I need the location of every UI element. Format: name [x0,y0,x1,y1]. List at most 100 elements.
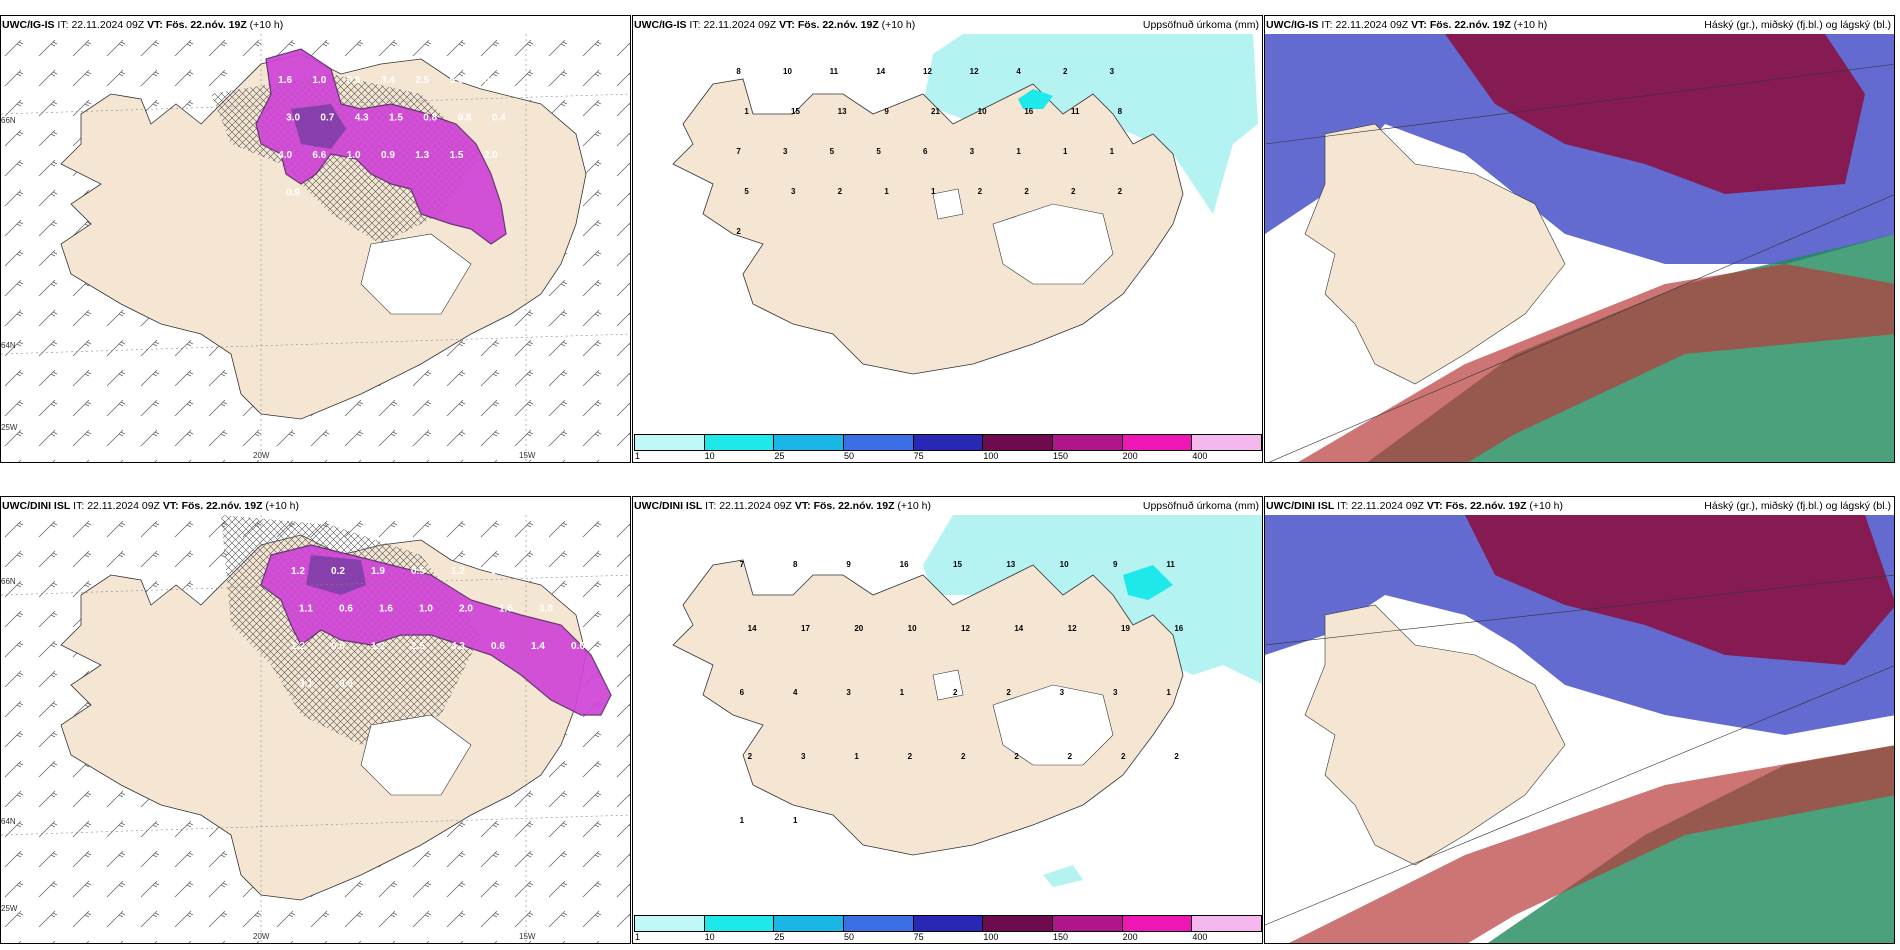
value-label: 7 [736,147,741,156]
precip-light-region [923,34,1258,214]
value-label: 3 [1113,688,1118,697]
colorbar-tick-label: 150 [1053,451,1069,461]
value-label: 12 [961,624,970,633]
lat-label: 64N [1,341,16,350]
lon-label: 20W [253,451,270,460]
colorbar-tick-label: 400 [1192,451,1208,461]
colorbar-tick-label: 50 [844,451,855,461]
value-label: 1 [1063,147,1068,156]
value-label: 11 [830,67,839,76]
colorbar-swatch [1121,434,1193,451]
value-label: 8 [793,560,798,569]
lon-label: 25W [1,423,18,432]
value-label: 2.0 [484,150,498,161]
precip-light-patch [1043,865,1083,887]
panel-accum-precip-dini: UWC/DINI ISL IT: 22.11.2024 09Z VT: Fös.… [632,496,1263,944]
value-label: 10 [908,624,917,633]
panel-title: Háský (gr.), miðský (fj.bl.) og lágský (… [1704,19,1891,31]
value-label: 3.1 [299,678,313,689]
value-label: 1 [900,688,905,697]
panel-accum-precip-ig-is: UWC/IG-IS IT: 22.11.2024 09Z VT: Fös. 22… [632,15,1263,463]
value-label: 2 [953,688,958,697]
lat-label: 66N [1,116,16,125]
value-label: 0.6 [491,641,505,652]
value-label: 1.2 [291,566,305,577]
iceland-land [672,78,1184,375]
lat-label: 64N [1,817,16,826]
map-precip-type: 1.6 1.0 0.6 3.4 2.5 5.6 0.7 3.0 0.7 4.3 1.5 0.8 0.8 0… [1,34,630,462]
precip-dark-core [291,104,346,149]
colorbar-swatch [1121,915,1193,932]
value-label: 0.4 [492,112,506,123]
value-label: 16 [1024,107,1033,116]
precip-purple-region [255,48,507,245]
value-label: 13 [838,107,847,116]
value-label: 7 [740,560,745,569]
value-label: 3.6 [571,566,585,577]
value-label: 1.6 [379,603,393,614]
value-label: 16 [1174,624,1183,633]
value-label: 1 [1110,147,1115,156]
colorbar-swatch [912,915,984,932]
value-label: 1 [1016,147,1021,156]
value-label: 14 [876,67,885,76]
value-label: 15 [791,107,800,116]
colorbar-tick-label: 200 [1122,451,1138,461]
value-label: 2 [1118,187,1123,196]
value-label: 2.5 [411,641,425,652]
value-label: 1 [740,816,745,825]
value-label: 1.1 [299,603,313,614]
value-label: 3.4 [381,75,395,86]
colorbar-tick-label: 1 [635,932,641,942]
value-label: 1.3 [415,150,429,161]
colorbar-swatch [773,915,844,932]
colorbar-swatch [1052,434,1123,451]
colorbar-swatch [1191,915,1262,932]
value-label: 17 [801,624,810,633]
map-accum-precip: 8 10 11 14 12 12 4 2 31 15 13 9 21 10 16 11 87 3 5 5 6 3 1 1 15 3… [672,34,1258,375]
lat-label: 66N [1,577,16,586]
panel-header: UWC/DINI ISL IT: 22.11.2024 09Z VT: Fös.… [1265,497,1894,515]
colorbar-tick-label: 75 [913,932,924,942]
colorbar-tick-label: 400 [1192,932,1208,942]
colorbar-swatch [634,434,705,451]
value-label: 1.2 [291,641,305,652]
value-label: 2.0 [459,603,473,614]
colorbar: 1 10 25 50 75 100 150 200 400 [634,915,1262,943]
value-label: 11 [1166,560,1175,569]
value-label: 19 [1121,624,1130,633]
precip-spot [1123,565,1173,600]
colorbar-tick-label: 150 [1053,932,1069,942]
value-label: 9 [1113,560,1118,569]
colorbar-tick-label: 50 [844,932,855,942]
colorbar-swatch [773,434,844,451]
value-label: 12 [970,67,979,76]
value-label: 1 [854,752,859,761]
colorbar-tick-label: 200 [1122,932,1138,942]
value-label: 3 [1110,67,1115,76]
colorbar-swatch [982,434,1053,451]
value-label: 8 [736,67,741,76]
lon-label: 15W [519,932,536,941]
glacier-area [360,233,472,315]
value-label: 1 [884,187,889,196]
colorbar-swatch [843,915,914,932]
colorbar-swatch [703,915,775,932]
value-label: 0.8 [423,112,437,123]
value-label: 2 [1071,187,1076,196]
colorbar-tick-label: 25 [774,932,785,942]
iceland-land [1304,123,1566,385]
colorbar-tick-label: 75 [913,451,924,461]
value-label: 14 [1014,624,1023,633]
value-label: 0.6 [339,603,353,614]
precip-spot [1018,89,1053,109]
value-label: 6.6 [312,150,326,161]
value-label: 10 [1060,560,1069,569]
value-label: 0.6 [347,75,361,86]
value-label: 21 [931,107,940,116]
value-label: 2 [1068,752,1073,761]
value-label: 15 [953,560,962,569]
value-label: 4.0 [278,150,292,161]
value-label: 20 [854,624,863,633]
colorbar-swatch [1191,434,1262,451]
